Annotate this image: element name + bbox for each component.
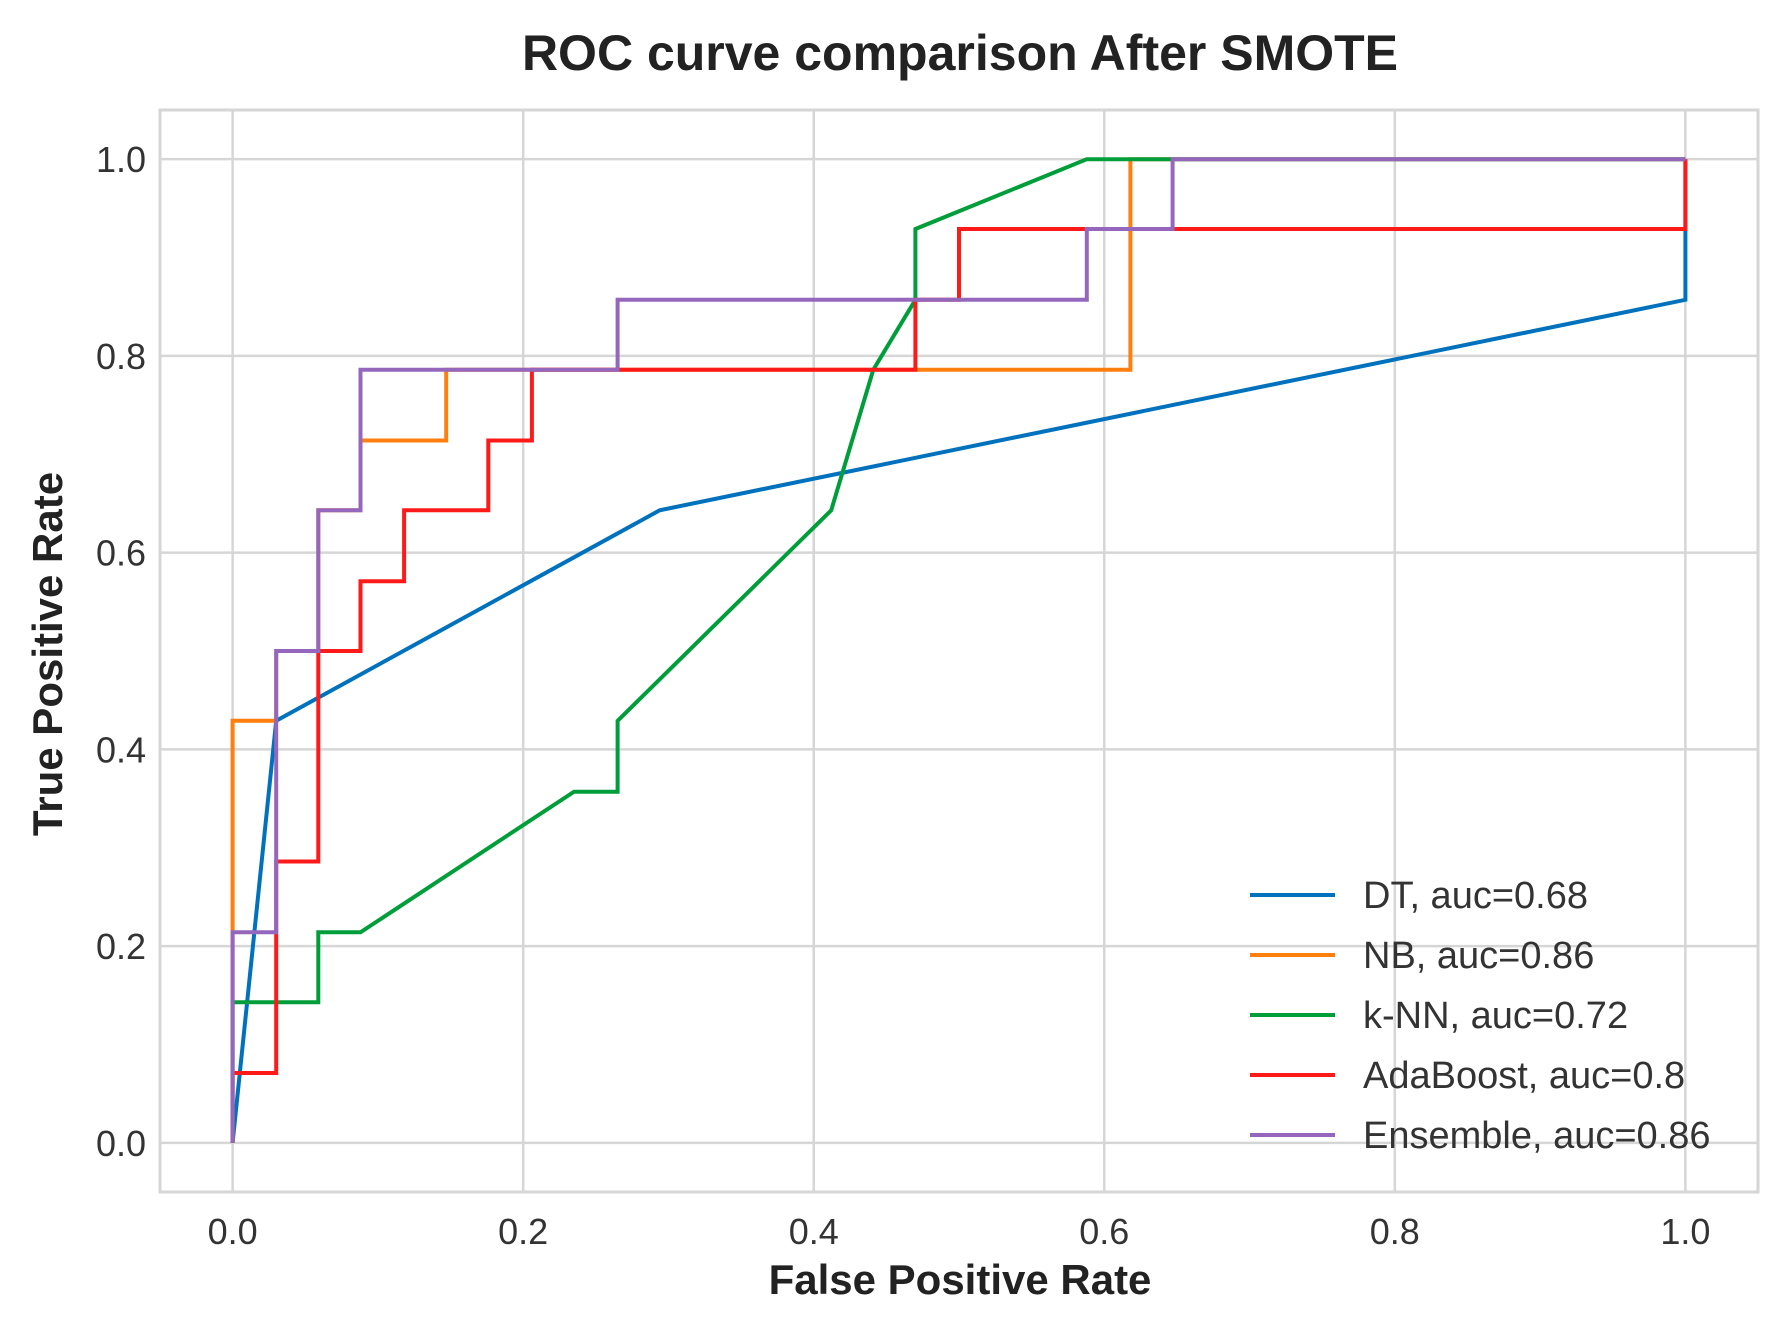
plot-frame [158, 108, 1760, 1194]
y-tick-label: 0.6 [96, 533, 146, 574]
x-axis-label: False Positive Rate [769, 1256, 1152, 1303]
y-tick-label: 0.8 [96, 336, 146, 377]
legend-entry-label: k-NN, auc=0.72 [1363, 995, 1628, 1037]
y-axis-label: True Positive Rate [24, 472, 71, 836]
tick-labels: 0.0 0.2 0.4 0.6 0.8 1.0 0.0 0.2 0.4 0.6 0.8 1.0 [96, 139, 1710, 1252]
x-tick-label: 0.0 [208, 1211, 258, 1252]
y-tick-label: 0.4 [96, 729, 146, 770]
series-line-ensemble [230, 157, 1686, 1143]
chart-title: ROC curve comparison After SMOTE [522, 25, 1398, 81]
series-group [230, 157, 1688, 1144]
y-tick-label: 0.2 [96, 926, 146, 967]
legend: DT, auc=0.68 NB, auc=0.86 k-NN, auc=0.72 Ad… [1250, 875, 1711, 1157]
y-tick-label: 0.0 [96, 1123, 146, 1164]
legend-entry-label: Ensemble, auc=0.86 [1363, 1115, 1711, 1157]
series-line-k-nn [230, 157, 1686, 1143]
y-tick-label: 1.0 [96, 139, 146, 180]
legend-entry-label: DT, auc=0.68 [1363, 875, 1588, 917]
legend-entry-label: AdaBoost, auc=0.8 [1363, 1055, 1685, 1097]
x-tick-label: 0.4 [789, 1211, 839, 1252]
x-tick-label: 0.2 [498, 1211, 548, 1252]
x-tick-label: 0.6 [1079, 1211, 1129, 1252]
x-tick-label: 1.0 [1660, 1211, 1710, 1252]
series-line-dt [230, 159, 1688, 1144]
x-tick-label: 0.8 [1370, 1211, 1420, 1252]
legend-entry-label: NB, auc=0.86 [1363, 935, 1594, 977]
